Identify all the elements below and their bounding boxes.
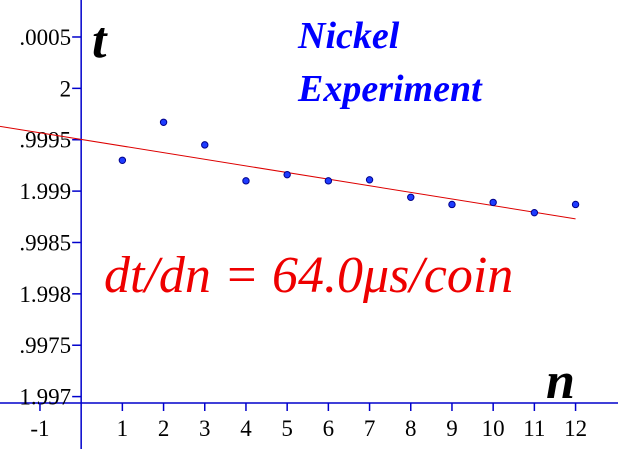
x-tick-label: 11 [523, 416, 545, 441]
data-point [324, 177, 333, 185]
data-point [489, 198, 497, 207]
x-tick-label: 12 [564, 416, 587, 441]
x-axis-label: n [546, 353, 575, 410]
y-tick-label: .9975 [19, 333, 71, 358]
y-tick-label: 2 [60, 76, 72, 101]
y-tick-label: .9985 [19, 230, 71, 255]
y-tick-label: .9995 [19, 128, 71, 153]
data-point [407, 193, 415, 201]
data-point [118, 156, 127, 164]
annotation-slope: dt/dn = 64.0μs/coin [104, 247, 513, 304]
y-tick-label: 1.997 [19, 385, 71, 410]
x-tick-label: 4 [240, 416, 252, 441]
data-point [242, 177, 250, 185]
x-tick-label: 8 [405, 416, 417, 441]
x-tick-label: 2 [158, 416, 170, 441]
data-point [283, 170, 291, 179]
x-tick-label: 1 [117, 416, 129, 441]
x-tick-label: -1 [30, 416, 49, 441]
annotation-title: Experiment [297, 68, 483, 110]
y-tick-label: 1.998 [19, 282, 71, 307]
x-tick-label: 10 [482, 416, 505, 441]
data-point [448, 200, 456, 209]
x-tick-label: 6 [323, 416, 335, 441]
x-tick-label: 7 [364, 416, 376, 441]
data-point [530, 208, 539, 217]
x-tick-label: 3 [199, 416, 211, 441]
x-tick-label: 9 [446, 416, 458, 441]
y-axis-label: t [92, 12, 108, 69]
data-point [159, 118, 168, 126]
data-point [201, 141, 209, 149]
annotation-title: Nickel [297, 15, 400, 57]
y-tick-label: .0005 [19, 25, 71, 50]
x-tick-label: 5 [281, 416, 293, 441]
y-tick-label: 1.999 [19, 179, 71, 204]
data-point [365, 176, 374, 184]
data-point [571, 200, 580, 209]
